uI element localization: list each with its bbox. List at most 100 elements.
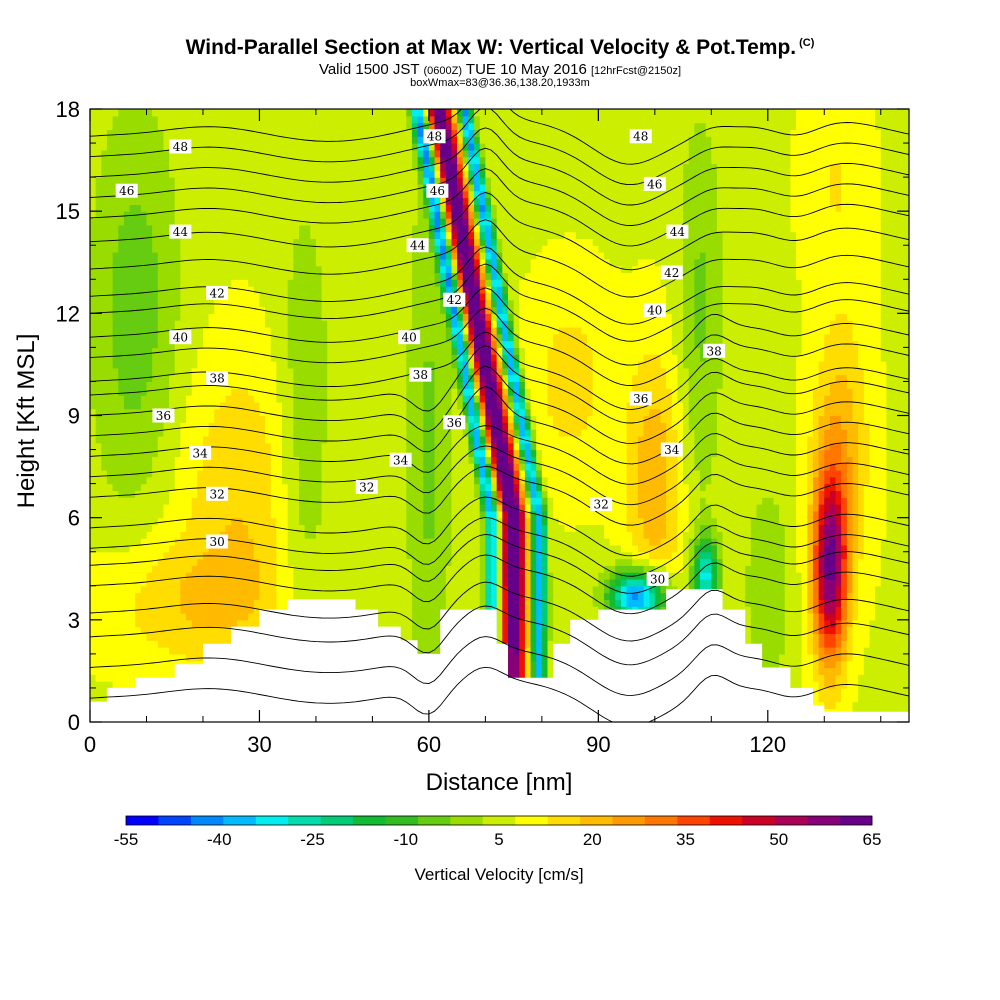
velocity-cell xyxy=(202,252,210,260)
velocity-cell xyxy=(231,381,238,389)
velocity-cell xyxy=(118,306,125,314)
velocity-cell xyxy=(123,524,131,532)
velocity-cell xyxy=(101,674,108,682)
velocity-cell xyxy=(304,286,311,294)
velocity-cell xyxy=(315,326,323,335)
velocity-cell xyxy=(389,578,396,587)
velocity-cell xyxy=(112,613,119,621)
velocity-cell xyxy=(321,204,328,212)
velocity-cell xyxy=(395,238,402,246)
velocity-cell xyxy=(361,279,368,287)
velocity-cell xyxy=(287,354,294,362)
velocity-cell xyxy=(270,265,277,274)
velocity-cell xyxy=(214,272,221,280)
velocity-cell xyxy=(389,313,396,321)
velocity-cell xyxy=(197,640,204,648)
velocity-cell xyxy=(253,551,261,560)
velocity-cell xyxy=(157,497,165,505)
velocity-cell xyxy=(157,109,165,117)
velocity-cell xyxy=(383,292,390,301)
velocity-cell xyxy=(197,476,204,485)
velocity-cell xyxy=(129,252,136,260)
velocity-cell xyxy=(242,163,249,171)
velocity-cell xyxy=(242,510,249,519)
velocity-cell xyxy=(123,640,131,648)
velocity-cell xyxy=(383,115,390,124)
velocity-cell xyxy=(270,238,277,246)
velocity-cell xyxy=(163,374,170,383)
velocity-cell xyxy=(338,129,345,137)
velocity-cell xyxy=(163,435,170,444)
velocity-cell xyxy=(123,367,131,376)
velocity-cell xyxy=(242,279,249,287)
velocity-cell xyxy=(140,667,148,675)
velocity-cell xyxy=(332,408,340,417)
velocity-cell xyxy=(152,217,159,226)
velocity-cell xyxy=(361,136,368,144)
velocity-cell xyxy=(378,497,385,505)
velocity-cell xyxy=(208,565,215,573)
velocity-cell xyxy=(202,197,210,205)
velocity-cell xyxy=(366,122,374,131)
velocity-cell xyxy=(378,190,385,199)
velocity-cell xyxy=(152,435,159,444)
velocity-cell xyxy=(304,408,311,417)
velocity-cell xyxy=(106,524,114,532)
velocity-cell xyxy=(129,292,136,301)
velocity-cell xyxy=(395,469,402,478)
velocity-cell xyxy=(95,231,102,240)
velocity-cell xyxy=(287,272,294,280)
velocity-cell xyxy=(225,156,232,165)
velocity-cell xyxy=(180,299,187,308)
velocity-cell xyxy=(248,224,255,233)
velocity-cell xyxy=(361,190,368,199)
velocity-cell xyxy=(101,211,108,219)
velocity-cell xyxy=(265,408,272,417)
velocity-cell xyxy=(327,340,334,348)
velocity-cell xyxy=(383,299,390,308)
velocity-cell xyxy=(219,415,227,423)
velocity-cell xyxy=(242,252,249,260)
velocity-cell xyxy=(95,613,102,621)
velocity-cell xyxy=(304,538,311,546)
velocity-cell xyxy=(304,483,311,492)
velocity-cell xyxy=(265,224,272,233)
velocity-cell xyxy=(327,204,334,212)
velocity-cell xyxy=(106,388,114,396)
velocity-cell xyxy=(236,224,244,233)
velocity-cell xyxy=(135,292,142,301)
velocity-cell xyxy=(270,510,277,519)
velocity-cell xyxy=(270,347,277,355)
velocity-cell xyxy=(366,313,374,321)
velocity-cell xyxy=(265,429,272,437)
velocity-cell xyxy=(135,204,142,212)
velocity-cell xyxy=(248,395,255,403)
velocity-cell xyxy=(135,299,142,308)
velocity-cell xyxy=(231,361,238,369)
velocity-cell xyxy=(293,374,300,383)
velocity-cell xyxy=(135,381,142,389)
velocity-cell xyxy=(118,517,125,526)
velocity-cell xyxy=(146,224,153,233)
velocity-cell xyxy=(282,429,289,437)
velocity-cell xyxy=(95,429,102,437)
velocity-cell xyxy=(270,429,277,437)
velocity-cell xyxy=(321,136,328,144)
velocity-cell xyxy=(327,143,334,151)
velocity-cell xyxy=(152,354,159,362)
velocity-cell xyxy=(293,313,300,321)
velocity-cell xyxy=(282,599,289,607)
velocity-cell xyxy=(208,306,215,314)
velocity-cell xyxy=(214,177,221,185)
velocity-cell xyxy=(304,265,311,274)
velocity-cell xyxy=(202,149,210,158)
velocity-cell xyxy=(242,504,249,512)
velocity-cell xyxy=(118,211,125,219)
velocity-cell xyxy=(152,183,159,192)
velocity-cell xyxy=(372,109,379,117)
velocity-cell xyxy=(349,333,357,342)
velocity-cell xyxy=(304,551,311,560)
velocity-cell xyxy=(135,156,142,165)
velocity-cell xyxy=(219,320,227,328)
velocity-cell xyxy=(389,531,396,539)
